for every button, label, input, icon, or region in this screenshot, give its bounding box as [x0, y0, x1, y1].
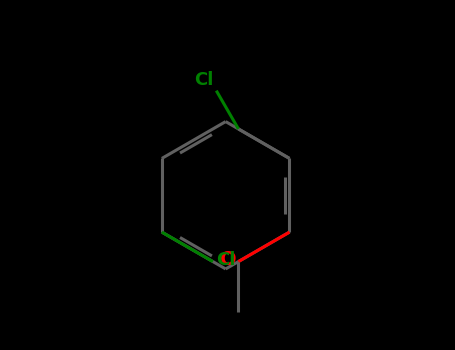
Text: Cl: Cl — [194, 71, 213, 89]
Text: O: O — [220, 250, 237, 269]
Text: Cl: Cl — [216, 251, 235, 269]
